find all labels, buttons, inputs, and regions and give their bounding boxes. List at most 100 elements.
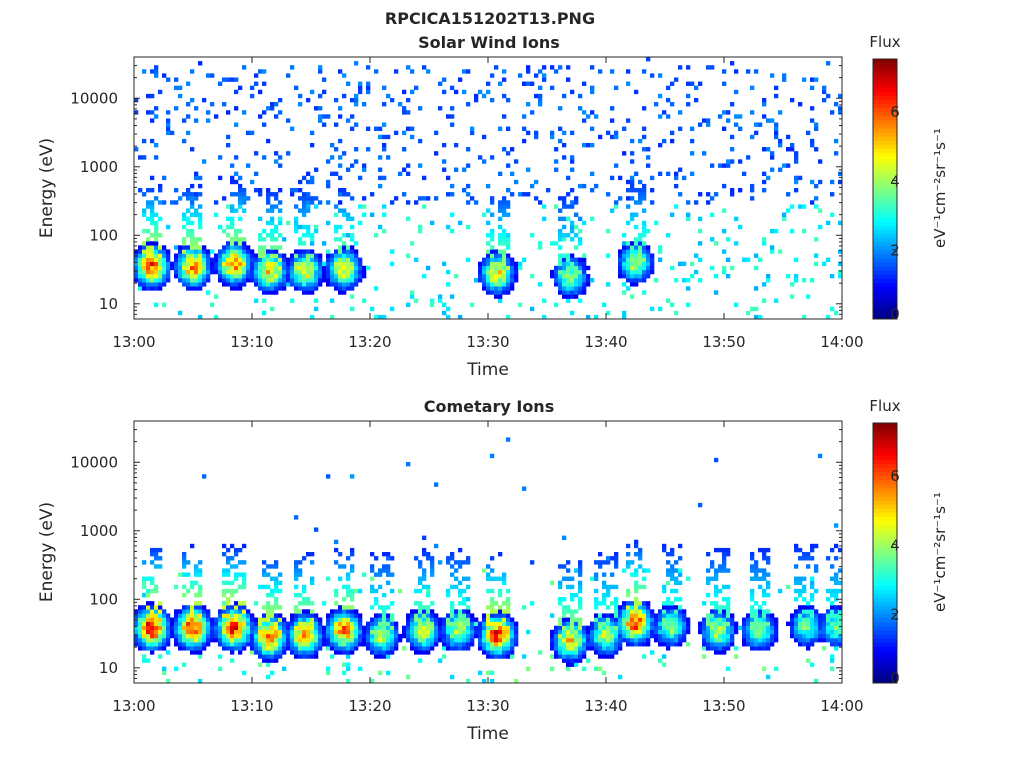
heatmap-cell [134,273,139,279]
heatmap-cell [202,642,207,647]
heatmap-cell [802,605,807,610]
heatmap-cell [422,65,427,70]
heatmap-cell [298,179,303,185]
heatmap-cell [262,658,267,663]
heatmap-cell [670,613,675,618]
heatmap-cell [690,81,695,86]
heatmap-cell [590,65,595,70]
heatmap-cell [158,278,163,283]
heatmap-cell [246,130,251,136]
heatmap-cell [194,212,199,217]
heatmap-cell [766,674,771,680]
heatmap-cell [190,629,195,635]
heatmap-cell [406,110,411,115]
heatmap-cell [826,613,831,618]
heatmap-cell [310,552,315,557]
heatmap-cell [194,601,199,606]
heatmap-cell [734,241,739,246]
heatmap-cell [530,306,535,312]
heatmap-cell [294,646,299,651]
heatmap-cell [822,633,827,639]
heatmap-cell [438,658,443,663]
heatmap-cell [238,572,243,577]
heatmap-cell [310,179,315,185]
heatmap-cell [310,621,315,626]
heatmap-cell [714,547,719,553]
heatmap-cell [314,261,319,267]
heatmap-cell [306,249,311,254]
heatmap-cell [450,633,455,639]
heatmap-cell [414,257,419,262]
heatmap-cell [614,130,619,136]
heatmap-cell [298,102,303,107]
heatmap-cell [706,580,711,586]
x-tick-label: 13:30 [466,333,509,351]
heatmap-cell [638,233,643,238]
heatmap-cell [314,646,319,651]
heatmap-cell [378,155,383,160]
heatmap-cell [482,278,487,283]
heatmap-cell [238,617,243,622]
heatmap-cell [810,118,815,123]
heatmap-cell [634,617,639,622]
heatmap-cell [222,613,227,618]
heatmap-cell [346,249,351,254]
heatmap-cell [698,192,703,197]
heatmap-cell [506,290,511,295]
heatmap-cell [254,298,259,303]
heatmap-cell [270,269,275,275]
heatmap-cell [282,621,287,626]
heatmap-cell [246,625,251,631]
heatmap-cell [250,130,255,136]
heatmap-cell [706,122,711,127]
heatmap-cell [742,171,747,177]
heatmap-cell [150,629,155,635]
heatmap-cell [214,265,219,271]
heatmap-cell [558,633,563,639]
heatmap-cell [338,175,343,181]
heatmap-cell [498,282,503,287]
colorbar-swatch [873,601,897,607]
heatmap-cell [202,625,207,631]
heatmap-cell [658,629,663,635]
heatmap-cell [398,171,403,177]
figure-title: RPCICA151202T13.PNG [385,9,595,28]
heatmap-cell [234,171,239,177]
heatmap-cell [506,126,511,131]
heatmap-cell [178,572,183,577]
heatmap-cell [142,617,147,622]
heatmap-cell [562,621,567,626]
heatmap-cell [458,592,463,598]
colorbar-swatch [873,111,897,117]
heatmap-cell [726,597,731,602]
heatmap-cell [242,261,247,267]
heatmap-cell [198,261,203,267]
heatmap-cell [210,73,215,78]
heatmap-cell [610,601,615,606]
heatmap-cell [154,556,159,561]
heatmap-cell [310,241,315,246]
heatmap-cell [738,126,743,131]
heatmap-cell [406,629,411,635]
heatmap-cell [506,253,511,258]
heatmap-cell [606,584,611,590]
heatmap-cell [214,114,219,119]
heatmap-cell [714,241,719,246]
heatmap-cell [782,163,787,168]
heatmap-cell [290,192,295,197]
heatmap-cell [270,650,275,655]
heatmap-cell [390,588,395,594]
heatmap-cell [238,241,243,246]
colorbar-swatch [873,561,897,566]
heatmap-cell [318,65,323,70]
heatmap-cell [498,273,503,279]
heatmap-cell [606,592,611,598]
heatmap-cell [150,204,155,209]
heatmap-cell [334,265,339,271]
heatmap-cell [742,621,747,626]
heatmap-cell [430,629,435,635]
heatmap-cell [334,617,339,622]
heatmap-cell [562,564,567,569]
heatmap-cell [566,654,571,659]
heatmap-cell [206,629,211,635]
